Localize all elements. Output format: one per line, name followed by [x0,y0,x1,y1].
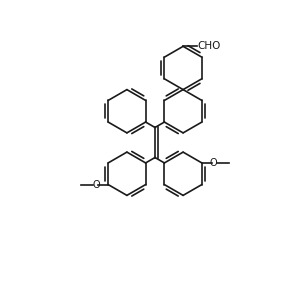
Text: O: O [93,179,101,190]
Text: O: O [209,158,217,168]
Text: CHO: CHO [197,41,221,51]
